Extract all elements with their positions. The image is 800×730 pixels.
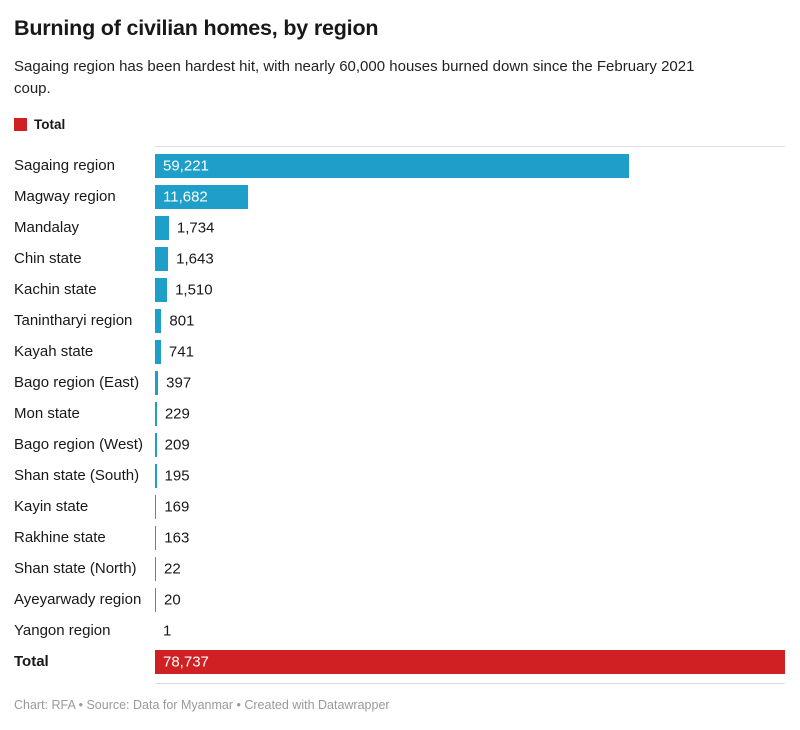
bar (155, 649, 785, 674)
row-label: Kayah state (14, 343, 94, 360)
bar (155, 432, 157, 457)
row-label: Mon state (14, 405, 80, 422)
chart-row: Shan state (North) 22 (14, 553, 785, 584)
chart-title: Burning of civilian homes, by region (14, 16, 379, 40)
value-label: 397 (166, 374, 192, 391)
row-label: Total (14, 653, 49, 670)
legend: Total (14, 116, 785, 132)
chart-row: Kayah state 741 (14, 336, 785, 367)
row-label: Mandalay (14, 219, 80, 236)
value-label: 1,643 (176, 250, 214, 267)
value-label: 741 (168, 343, 194, 360)
axis-line-top (155, 146, 785, 147)
bar-chart: Sagaing region 59,221 Magway region 11,6… (14, 146, 785, 684)
bar (155, 246, 169, 271)
chart-row: Chin state 1,643 (14, 243, 785, 274)
chart-row: Mon state 229 (14, 398, 785, 429)
bar (155, 370, 159, 395)
row-bar-area: 801 (155, 308, 785, 333)
value-label: 169 (164, 498, 190, 515)
bar (155, 308, 162, 333)
row-label: Ayeyarwady region (14, 591, 142, 608)
value-label: 22 (164, 560, 181, 577)
row-label: Bago region (West) (14, 436, 143, 453)
chart-row: Kachin state 1,510 (14, 274, 785, 305)
value-label: 1,510 (175, 281, 213, 298)
value-label: 78,737 (163, 653, 209, 670)
bar (155, 184, 249, 209)
row-bar-area: 229 (155, 401, 785, 426)
row-label: Yangon region (14, 622, 111, 639)
row-label: Sagaing region (14, 157, 115, 174)
row-label: Shan state (South) (14, 467, 140, 484)
row-bar-area: 1,510 (155, 277, 785, 302)
row-label: Shan state (North) (14, 560, 137, 577)
value-label: 229 (164, 405, 190, 422)
axis-line-bottom (155, 683, 785, 684)
value-label: 59,221 (163, 157, 209, 174)
row-label: Chin state (14, 250, 82, 267)
row-label: Rakhine state (14, 529, 106, 546)
legend-label: Total (34, 116, 66, 132)
row-label: Kayin state (14, 498, 89, 515)
chart-row: Kayin state 169 (14, 491, 785, 522)
row-label: Bago region (East) (14, 374, 140, 391)
value-label: 1 (163, 622, 172, 639)
chart-row: Bago region (East) 397 (14, 367, 785, 398)
row-bar-area: 59,221 (155, 153, 785, 178)
footer-credit: Chart: RFA • Source: Data for Myanmar • … (14, 698, 390, 712)
chart-row: Sagaing region 59,221 (14, 150, 785, 181)
bar (155, 401, 157, 426)
row-bar-area: 1,643 (155, 246, 785, 271)
row-bar-area: 397 (155, 370, 785, 395)
value-label: 209 (164, 436, 190, 453)
bar (155, 215, 169, 240)
chart-rows: Sagaing region 59,221 Magway region 11,6… (14, 150, 785, 677)
chart-row: Shan state (South) 195 (14, 460, 785, 491)
row-label: Tanintharyi region (14, 312, 133, 329)
value-label: 195 (164, 467, 190, 484)
value-label: 801 (169, 312, 195, 329)
chart-subtitle: Sagaing region has been hardest hit, wit… (14, 58, 695, 97)
bar (155, 339, 161, 364)
row-bar-area: 22 (155, 556, 785, 581)
row-bar-area: 20 (155, 587, 785, 612)
value-label: 11,682 (163, 188, 208, 205)
value-label: 20 (164, 591, 181, 608)
chart-row: Mandalay 1,734 (14, 212, 785, 243)
chart-row: Tanintharyi region 801 (14, 305, 785, 336)
bar (155, 525, 157, 550)
row-bar-area: 1,734 (155, 215, 785, 240)
row-label: Magway region (14, 188, 116, 205)
chart-row: Ayeyarwady region 20 (14, 584, 785, 615)
chart-row: Yangon region 1 (14, 615, 785, 646)
row-bar-area: 163 (155, 525, 785, 550)
chart-row: Magway region 11,682 (14, 181, 785, 212)
legend-swatch-icon (14, 117, 27, 131)
row-bar-area: 195 (155, 463, 785, 488)
bar (155, 556, 156, 581)
row-bar-area: 78,737 (155, 649, 785, 674)
value-label: 1,734 (176, 219, 215, 236)
row-bar-area: 1 (155, 619, 785, 643)
row-bar-area: 169 (155, 494, 785, 519)
bar (155, 153, 629, 178)
row-bar-area: 11,682 (155, 184, 785, 209)
bar (155, 277, 168, 302)
bar (155, 463, 157, 488)
row-label: Kachin state (14, 281, 97, 298)
bar (155, 587, 156, 612)
chart-row: Bago region (West) 209 (14, 429, 785, 460)
bar (155, 494, 157, 519)
value-label: 163 (164, 529, 190, 546)
row-bar-area: 209 (155, 432, 785, 457)
chart-row: Total 78,737 (14, 646, 785, 677)
chart-row: Rakhine state 163 (14, 522, 785, 553)
row-bar-area: 741 (155, 339, 785, 364)
